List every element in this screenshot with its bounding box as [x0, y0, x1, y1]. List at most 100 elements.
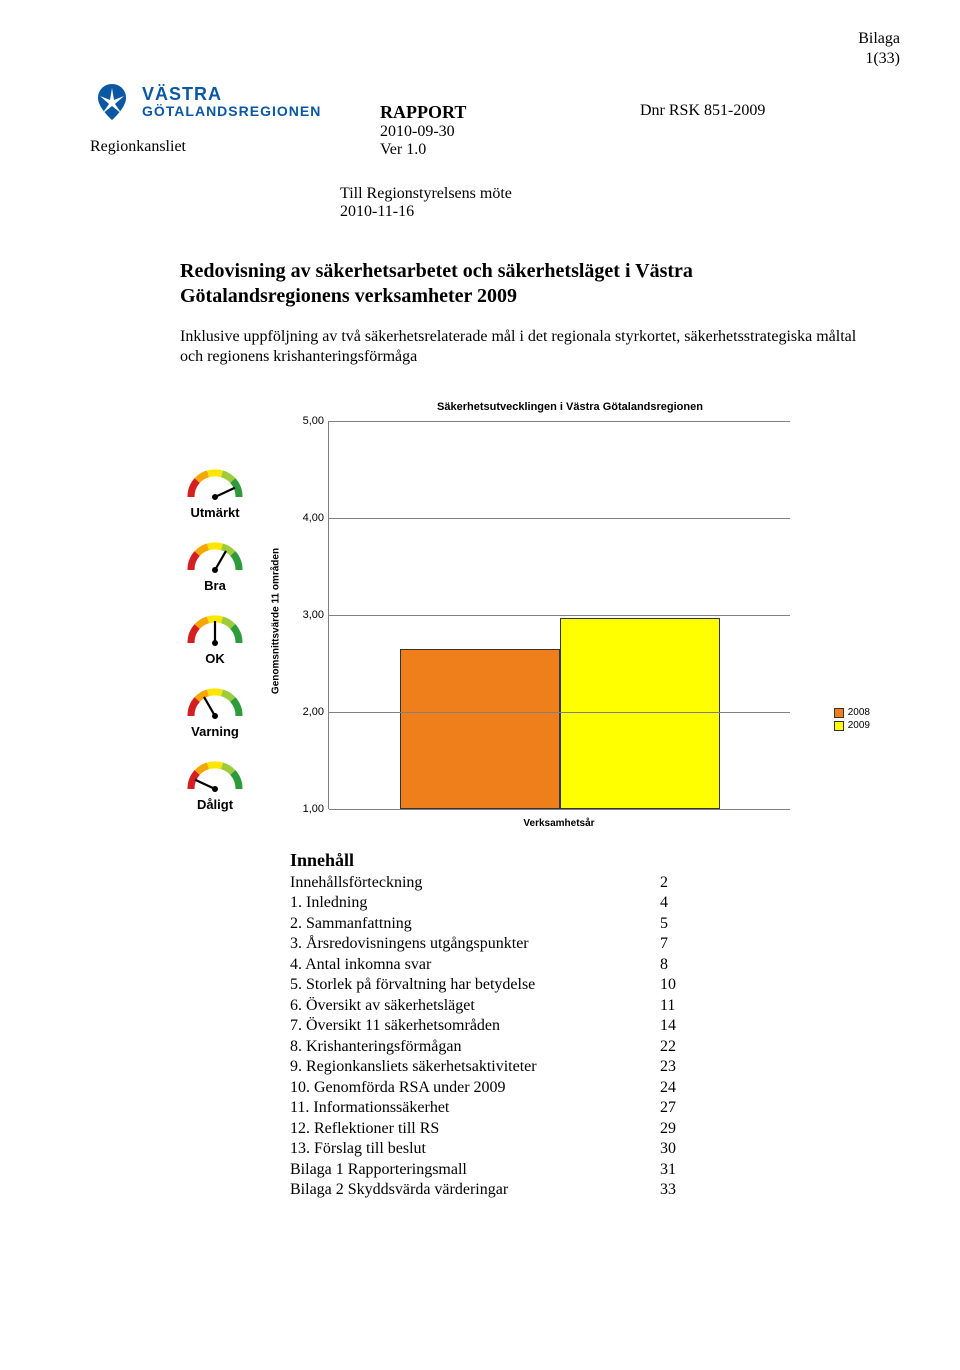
legend-label: 2009 [848, 720, 870, 731]
gauge-ok: OK [150, 613, 280, 666]
toc-label: 8. Krishanteringsförmågan [290, 1037, 660, 1057]
toc-label: 11. Informationssäkerhet [290, 1098, 660, 1118]
plot-inner [328, 421, 790, 809]
toc-row: 10. Genomförda RSA under 200924 [290, 1078, 900, 1098]
toc-row: 12. Reflektioner till RS29 [290, 1119, 900, 1139]
toc-page: 5 [660, 914, 700, 934]
logo: VÄSTRA GÖTALANDSREGIONEN [90, 80, 380, 124]
toc-label: 13. Förslag till beslut [290, 1139, 660, 1159]
chart: Säkerhetsutvecklingen i Västra Götalands… [150, 401, 870, 832]
toc-page: 23 [660, 1057, 700, 1077]
logo-icon [90, 80, 134, 124]
gauge-varning: Varning [150, 686, 280, 739]
chart-body: Utmärkt Bra OK Varning Dåligt Genomsnittsvär… [150, 421, 870, 832]
gauge-bra: Bra [150, 540, 280, 593]
page-number: 1(33) [90, 50, 900, 68]
gridline [329, 809, 790, 810]
center-header: RAPPORT 2010-09-30 Ver 1.0 [380, 74, 640, 159]
logo-line2: GÖTALANDSREGIONEN [142, 104, 321, 119]
intro-line1: Till Regionstyrelsens möte [340, 185, 900, 203]
toc-page: 8 [660, 955, 700, 975]
toc-page: 4 [660, 893, 700, 913]
toc-label: Bilaga 2 Skyddsvärda värderingar [290, 1180, 660, 1200]
toc-page: 24 [660, 1078, 700, 1098]
gauge-icon [185, 540, 245, 576]
y-tick-label: 2,00 [288, 706, 324, 718]
gridline [329, 421, 790, 422]
bilaga-label: Bilaga [90, 30, 900, 48]
toc-row: 11. Informationssäkerhet27 [290, 1098, 900, 1118]
gauge-utmärkt: Utmärkt [150, 467, 280, 520]
page: Bilaga 1(33) VÄSTRA GÖTALANDSREGIONEN Re… [0, 0, 960, 1231]
bar-2008 [400, 649, 560, 809]
toc-page: 14 [660, 1016, 700, 1036]
y-tick-label: 4,00 [288, 512, 324, 524]
legend-item: 2008 [834, 707, 870, 718]
bar-2009 [560, 618, 720, 809]
toc-label: 7. Översikt 11 säkerhetsområden [290, 1016, 660, 1036]
gauge-column: Utmärkt Bra OK Varning Dåligt [150, 421, 280, 832]
toc-label: 10. Genomförda RSA under 2009 [290, 1078, 660, 1098]
intro-line2: 2010-11-16 [340, 203, 900, 221]
toc-row: 6. Översikt av säkerhetsläget11 [290, 996, 900, 1016]
legend-item: 2009 [834, 720, 870, 731]
legend-swatch [834, 708, 844, 718]
rapport-label: RAPPORT [380, 102, 640, 123]
gridline [329, 518, 790, 519]
toc-page: 22 [660, 1037, 700, 1057]
gridline [329, 615, 790, 616]
y-tick-label: 1,00 [288, 803, 324, 815]
toc-page: 2 [660, 873, 700, 893]
toc-label: 3. Årsredovisningens utgångspunkter [290, 934, 660, 954]
plot-area: Genomsnittsvärde 11 områden 20082009 Ver… [280, 421, 870, 821]
toc-label: 6. Översikt av säkerhetsläget [290, 996, 660, 1016]
toc-label: Bilaga 1 Rapporteringsmall [290, 1160, 660, 1180]
toc-row: Innehållsförteckning2 [290, 873, 900, 893]
toc-title: Innehåll [290, 850, 900, 871]
toc-page: 31 [660, 1160, 700, 1180]
table-of-contents: Innehåll Innehållsförteckning21. Inledni… [290, 850, 900, 1201]
header-row: VÄSTRA GÖTALANDSREGIONEN Regionkansliet … [90, 74, 900, 159]
logo-block: VÄSTRA GÖTALANDSREGIONEN Regionkansliet [90, 74, 380, 156]
toc-row: Bilaga 1 Rapporteringsmall31 [290, 1160, 900, 1180]
toc-row: 4. Antal inkomna svar8 [290, 955, 900, 975]
gauge-dåligt: Dåligt [150, 759, 280, 812]
dnr: Dnr RSK 851-2009 [640, 74, 765, 120]
toc-page: 27 [660, 1098, 700, 1118]
gridline [329, 712, 790, 713]
gauge-label: Dåligt [197, 797, 233, 812]
document-subtitle: Inklusive uppföljning av två säkerhetsre… [180, 327, 860, 367]
toc-row: 9. Regionkansliets säkerhetsaktiviteter2… [290, 1057, 900, 1077]
toc-row: 5. Storlek på förvaltning har betydelse1… [290, 975, 900, 995]
department: Regionkansliet [90, 138, 380, 156]
x-axis-label: Verksamhetsår [328, 818, 790, 829]
gauge-icon [185, 686, 245, 722]
legend: 2008 2009 [834, 707, 870, 733]
toc-list: Innehållsförteckning21. Inledning42. Sam… [290, 873, 900, 1201]
toc-label: 9. Regionkansliets säkerhetsaktiviteter [290, 1057, 660, 1077]
toc-page: 10 [660, 975, 700, 995]
toc-page: 33 [660, 1180, 700, 1200]
chart-title: Säkerhetsutvecklingen i Västra Götalands… [270, 401, 870, 413]
legend-label: 2008 [848, 707, 870, 718]
y-tick-label: 3,00 [288, 609, 324, 621]
gauge-icon [185, 613, 245, 649]
report-version: Ver 1.0 [380, 141, 640, 159]
toc-page: 11 [660, 996, 700, 1016]
gauge-label: Bra [204, 578, 226, 593]
toc-page: 29 [660, 1119, 700, 1139]
toc-page: 30 [660, 1139, 700, 1159]
toc-row: 13. Förslag till beslut30 [290, 1139, 900, 1159]
y-axis-label: Genomsnittsvärde 11 områden [271, 548, 282, 694]
gauge-icon [185, 467, 245, 503]
y-tick-label: 5,00 [288, 415, 324, 427]
toc-label: Innehållsförteckning [290, 873, 660, 893]
logo-line1: VÄSTRA [142, 85, 321, 104]
toc-row: 1. Inledning4 [290, 893, 900, 913]
toc-row: 3. Årsredovisningens utgångspunkter7 [290, 934, 900, 954]
gauge-label: OK [205, 651, 225, 666]
document-title: Redovisning av säkerhetsarbetet och säke… [180, 259, 860, 309]
toc-label: 2. Sammanfattning [290, 914, 660, 934]
toc-row: 2. Sammanfattning5 [290, 914, 900, 934]
legend-swatch [834, 721, 844, 731]
